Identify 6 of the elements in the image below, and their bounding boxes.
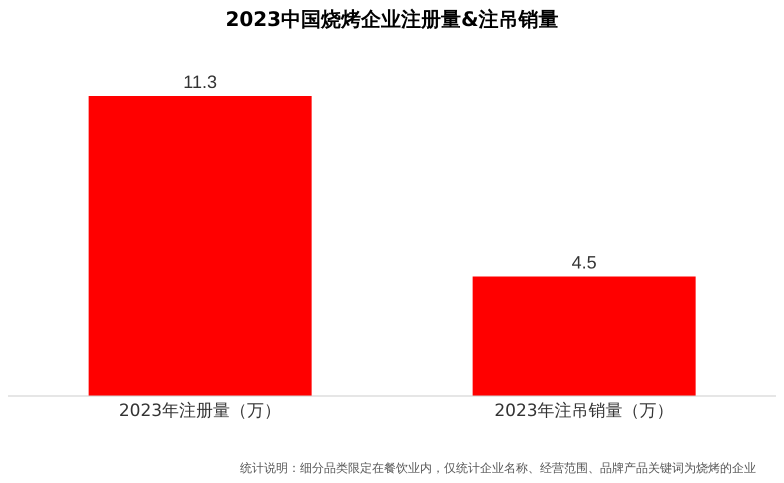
x-tick-label: 2023年注册量（万） xyxy=(118,401,282,422)
data-label: 4.5 xyxy=(572,252,597,273)
x-tick-label: 2023年注吊销量（万） xyxy=(494,401,674,422)
data-label: 11.3 xyxy=(183,72,217,92)
chart-title: 2023中国烧烤企业注册量&注吊销量 xyxy=(224,6,560,33)
text: 统计说明：细分品类限定在餐饮业内，仅统计企业名称、经营范围、品牌产品关键词为烧烤的企业 xyxy=(240,460,756,477)
